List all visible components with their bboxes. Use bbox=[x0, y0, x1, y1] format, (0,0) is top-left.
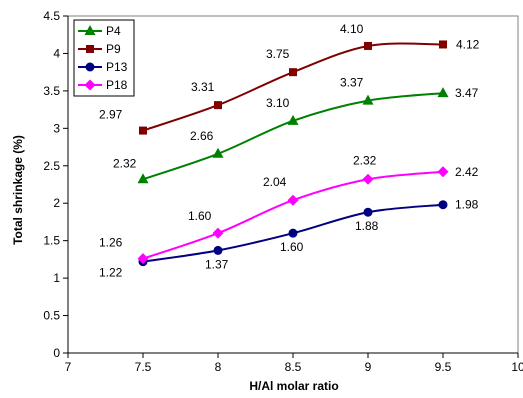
data-label: 1.60 bbox=[188, 209, 212, 223]
y-tick-label: 3 bbox=[53, 121, 60, 135]
data-label: 1.60 bbox=[280, 240, 304, 254]
x-tick-label: 9.5 bbox=[435, 360, 452, 374]
data-label: 2.66 bbox=[190, 129, 214, 143]
legend-marker bbox=[85, 62, 95, 72]
data-label: 2.97 bbox=[99, 108, 123, 122]
data-label: 1.22 bbox=[99, 266, 123, 280]
y-tick-label: 0.5 bbox=[43, 309, 60, 323]
x-tick-label: 7.5 bbox=[135, 360, 152, 374]
x-tick-label: 8 bbox=[215, 360, 222, 374]
legend: P4 P9 P13 P18 bbox=[73, 19, 135, 97]
axes: 0 0.5 1 1.5 2 2.5 3 3.5 4 4.5 7 7.5 8 8.5 9 9.5 10 bbox=[43, 9, 523, 374]
x-tick-label: 9 bbox=[365, 360, 372, 374]
data-point bbox=[139, 126, 147, 135]
legend-item-p13: P13 bbox=[78, 60, 128, 74]
y-tick-label: 1.5 bbox=[43, 234, 60, 248]
data-point bbox=[364, 41, 372, 50]
data-point bbox=[287, 194, 299, 206]
y-axis-title: Total shrinkage (%) bbox=[11, 135, 25, 245]
data-point bbox=[214, 101, 222, 110]
legend-item-p4: P4 bbox=[78, 24, 121, 38]
series-line bbox=[142, 92, 444, 181]
data-point bbox=[289, 68, 297, 77]
legend-item-p18: P18 bbox=[78, 78, 128, 92]
series-p9 bbox=[139, 40, 447, 135]
x-tick-label: 8.5 bbox=[285, 360, 302, 374]
data-label: 1.26 bbox=[99, 236, 123, 250]
data-label: 3.10 bbox=[266, 96, 290, 110]
data-point bbox=[137, 173, 149, 184]
data-point bbox=[438, 200, 448, 210]
legend-marker bbox=[84, 79, 96, 91]
data-point bbox=[437, 166, 449, 178]
y-tick-label: 3.5 bbox=[43, 84, 60, 98]
legend-label: P13 bbox=[106, 60, 128, 74]
y-tick-label: 1 bbox=[53, 271, 60, 285]
data-label: 3.47 bbox=[455, 86, 479, 100]
data-label: 2.32 bbox=[353, 153, 377, 167]
data-point bbox=[363, 207, 373, 217]
data-label: 1.37 bbox=[205, 257, 229, 271]
data-label: 2.04 bbox=[263, 175, 287, 189]
data-label: 3.75 bbox=[266, 47, 290, 61]
data-label: 2.42 bbox=[455, 165, 479, 179]
plot-area-frame bbox=[67, 15, 519, 354]
legend-label: P9 bbox=[106, 42, 121, 56]
x-tick-label: 10 bbox=[511, 360, 523, 374]
data-point bbox=[362, 173, 374, 185]
y-tick-label: 4 bbox=[53, 46, 60, 60]
legend-label: P4 bbox=[106, 24, 121, 38]
data-label: 3.37 bbox=[340, 76, 364, 90]
series-p18 bbox=[137, 166, 449, 265]
data-label: 3.31 bbox=[191, 80, 215, 94]
data-label: 1.88 bbox=[355, 219, 379, 233]
data-point bbox=[439, 40, 447, 49]
data-point bbox=[288, 228, 298, 238]
data-labels-layer: 2.32 2.66 3.10 3.37 3.47 2.97 3.31 3.75 4.10 4.12… bbox=[99, 22, 480, 280]
data-label: 4.12 bbox=[456, 37, 480, 51]
series-layer bbox=[137, 40, 449, 267]
legend-label: P18 bbox=[106, 78, 128, 92]
data-point bbox=[362, 94, 374, 105]
data-label: 1.98 bbox=[455, 198, 479, 212]
series-p13 bbox=[138, 200, 448, 267]
data-point bbox=[287, 114, 299, 125]
data-label: 2.32 bbox=[113, 156, 137, 170]
data-point bbox=[213, 245, 223, 255]
legend-marker bbox=[86, 45, 94, 53]
data-point bbox=[437, 87, 449, 98]
data-point bbox=[137, 253, 149, 265]
data-label: 4.10 bbox=[340, 22, 364, 36]
legend-box bbox=[73, 19, 135, 97]
data-point bbox=[212, 227, 224, 239]
y-tick-label: 0 bbox=[53, 346, 60, 360]
data-point bbox=[212, 147, 224, 158]
y-tick-label: 4.5 bbox=[43, 9, 60, 23]
legend-item-p9: P9 bbox=[78, 42, 121, 56]
x-axis-title: H/Al molar ratio bbox=[249, 379, 338, 393]
legend-marker bbox=[84, 25, 96, 35]
y-tick-label: 2 bbox=[53, 196, 60, 210]
y-tick-label: 2.5 bbox=[43, 159, 60, 173]
x-tick-label: 7 bbox=[65, 360, 72, 374]
series-p4 bbox=[137, 87, 449, 184]
